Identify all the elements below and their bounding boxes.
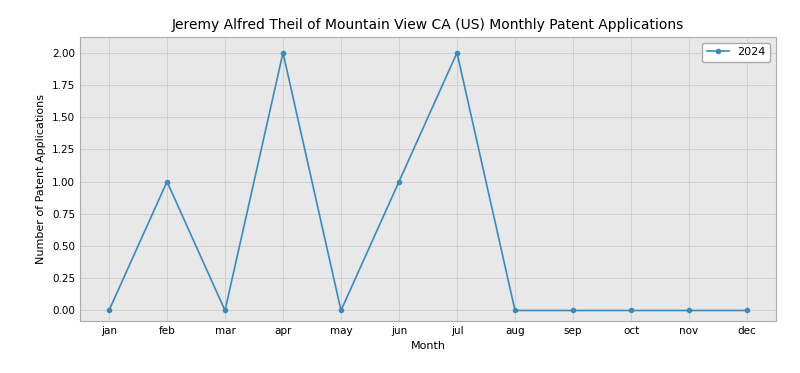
Y-axis label: Number of Patent Applications: Number of Patent Applications <box>36 94 46 264</box>
2024 <box>568 308 578 313</box>
2024 <box>104 308 114 313</box>
2024 <box>162 179 172 184</box>
X-axis label: Month: Month <box>410 341 446 351</box>
2024 <box>278 50 288 55</box>
Legend: 2024: 2024 <box>702 43 770 62</box>
2024 <box>394 179 404 184</box>
Title: Jeremy Alfred Theil of Mountain View CA (US) Monthly Patent Applications: Jeremy Alfred Theil of Mountain View CA … <box>172 18 684 32</box>
2024 <box>684 308 694 313</box>
2024 <box>452 50 462 55</box>
2024 <box>510 308 520 313</box>
2024 <box>336 308 346 313</box>
Line: 2024: 2024 <box>107 51 749 313</box>
2024 <box>220 308 230 313</box>
2024 <box>742 308 752 313</box>
2024 <box>626 308 636 313</box>
